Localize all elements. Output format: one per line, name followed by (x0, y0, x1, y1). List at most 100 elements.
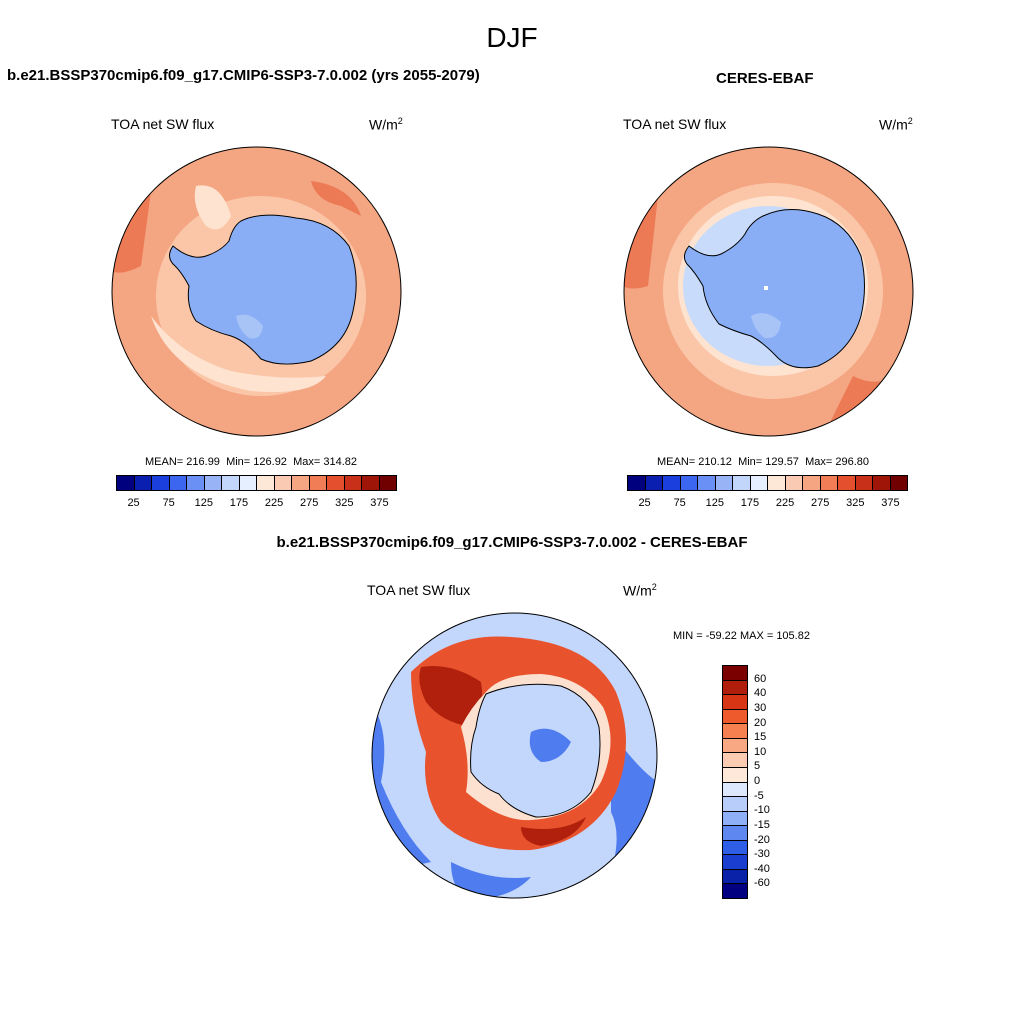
colorbar-swatch (715, 476, 733, 490)
colorbar-swatch (733, 476, 751, 490)
right-stats: MEAN= 210.12 Min= 129.57 Max= 296.80 (657, 456, 869, 468)
right-mean: 210.12 (698, 456, 732, 468)
colorbar-swatch (723, 884, 747, 898)
colorbar-tick-label: 25 (638, 497, 651, 509)
colorbar-tick-label: 125 (194, 497, 213, 509)
left-polar-map (111, 146, 402, 437)
colorbar-swatch (750, 476, 768, 490)
colorbar-tick-label: -15 (754, 818, 770, 831)
colorbar-tick-label: -5 (754, 789, 764, 802)
colorbar-swatch (222, 476, 240, 490)
colorbar-tick-label: 0 (754, 775, 761, 787)
colorbar-swatch (723, 869, 747, 885)
left-min: 126.92 (253, 456, 287, 468)
colorbar-swatch (362, 476, 380, 490)
colorbar-swatch (379, 476, 396, 490)
diff-minmax: MIN = -59.22 MAX = 105.82 (673, 630, 810, 642)
colorbar-swatch (803, 476, 821, 490)
colorbar-swatch (169, 476, 187, 490)
colorbar-swatch (723, 782, 747, 798)
colorbar-swatch (723, 680, 747, 696)
main-title: DJF (486, 22, 538, 53)
colorbar-swatch (785, 476, 803, 490)
colorbar-swatch (628, 476, 646, 490)
colorbar-swatch (723, 855, 747, 870)
colorbar-swatch (723, 826, 747, 841)
colorbar-tick-label: 275 (811, 497, 830, 509)
colorbar-tick-label: -40 (754, 862, 770, 875)
colorbar-tick-label: 25 (127, 497, 140, 509)
colorbar-swatch (698, 476, 716, 490)
colorbar-swatch (723, 724, 747, 739)
colorbar-swatch (873, 476, 891, 490)
right-polar-map (623, 146, 914, 437)
colorbar-tick-label: 325 (335, 497, 354, 509)
colorbar-swatch (890, 476, 907, 490)
colorbar-tick-label: 60 (754, 672, 767, 685)
diff-panel-title: b.e21.BSSP370cmip6.f09_g17.CMIP6-SSP3-7.… (276, 534, 748, 551)
colorbar-swatch (239, 476, 257, 490)
right-variable-label: TOA net SW flux (623, 116, 727, 132)
colorbar-swatch (723, 666, 747, 681)
left-colorbar (116, 475, 397, 491)
colorbar-tick-label: 125 (705, 497, 724, 509)
diff-colorbar (722, 665, 748, 899)
left-max: 314.82 (323, 456, 357, 468)
colorbar-swatch (663, 476, 681, 490)
colorbar-tick-label: 375 (881, 497, 900, 509)
colorbar-tick-label: -10 (754, 804, 770, 817)
diff-unit-label: W/m2 (623, 582, 657, 599)
colorbar-swatch (723, 695, 747, 710)
colorbar-swatch (723, 753, 747, 768)
colorbar-swatch (723, 767, 747, 783)
colorbar-swatch (838, 476, 856, 490)
colorbar-swatch (134, 476, 152, 490)
colorbar-tick-label: 175 (229, 497, 249, 509)
colorbar-swatch (723, 811, 747, 827)
left-mean: 216.99 (186, 456, 220, 468)
colorbar-tick-label: 275 (300, 497, 319, 509)
colorbar-tick-label: 225 (264, 497, 284, 509)
left-variable-label: TOA net SW flux (111, 116, 215, 132)
colorbar-tick-label: -30 (754, 848, 770, 861)
colorbar-swatch (723, 709, 747, 725)
diff-variable-label: TOA net SW flux (367, 582, 471, 598)
colorbar-swatch (274, 476, 292, 490)
colorbar-tick-label: 225 (775, 497, 795, 509)
colorbar-swatch (723, 738, 747, 754)
right-panel-title: CERES-EBAF (716, 70, 814, 87)
right-max: 296.80 (835, 456, 869, 468)
diff-colorbar-ticks: 60 40 30 20 15 10 5 0 -5 -10 -15 -20 -30 -40 -60 (754, 665, 794, 899)
colorbar-tick-label: 15 (754, 731, 767, 744)
colorbar-swatch (723, 797, 747, 812)
colorbar-swatch (645, 476, 663, 490)
colorbar-tick-label: -60 (754, 877, 770, 890)
colorbar-swatch (855, 476, 873, 490)
colorbar-swatch (327, 476, 345, 490)
left-colorbar-ticks: 25 75 125 175 225 275 325 375 (116, 497, 397, 511)
colorbar-swatch (309, 476, 327, 490)
colorbar-tick-label: 375 (370, 497, 389, 509)
colorbar-swatch (257, 476, 275, 490)
right-colorbar (627, 475, 908, 491)
right-colorbar-ticks: 25 75 125 175 225 275 325 375 (627, 497, 908, 511)
colorbar-swatch (344, 476, 362, 490)
colorbar-swatch (680, 476, 698, 490)
right-min: 129.57 (765, 456, 799, 468)
colorbar-tick-label: 325 (846, 497, 865, 509)
colorbar-tick-label: 75 (673, 497, 686, 509)
left-panel-title: b.e21.BSSP370cmip6.f09_g17.CMIP6-SSP3-7.… (7, 67, 480, 84)
colorbar-swatch (117, 476, 135, 490)
colorbar-tick-label: 40 (754, 687, 767, 700)
colorbar-swatch (152, 476, 170, 490)
diff-polar-map (371, 612, 658, 899)
left-stats: MEAN= 216.99 Min= 126.92 Max= 314.82 (145, 456, 357, 468)
colorbar-swatch (187, 476, 205, 490)
colorbar-tick-label: 5 (754, 760, 761, 773)
colorbar-swatch (768, 476, 786, 490)
colorbar-tick-label: 20 (754, 716, 767, 729)
colorbar-tick-label: 75 (162, 497, 175, 509)
left-unit-label: W/m2 (369, 116, 403, 133)
colorbar-swatch (723, 840, 747, 856)
colorbar-swatch (292, 476, 310, 490)
